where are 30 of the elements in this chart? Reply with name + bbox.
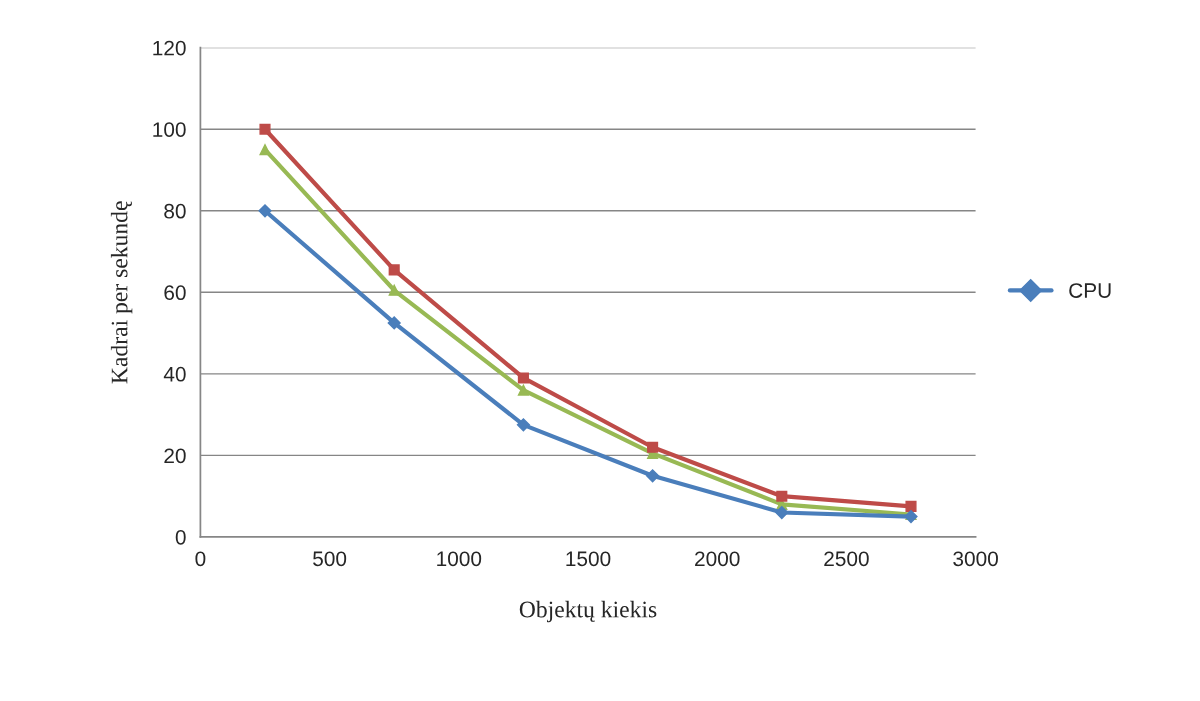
x-tick-label: 2000 [695, 551, 740, 567]
point [258, 204, 272, 218]
point [517, 372, 529, 384]
x-tick-label: 1500 [566, 551, 611, 567]
x-tick-label: 0 [195, 551, 206, 567]
y-tick-label: 120 [153, 40, 186, 56]
y-tick-label: 40 [163, 366, 186, 382]
point [259, 123, 271, 135]
y-tick-label: 100 [153, 122, 186, 137]
point [775, 505, 789, 520]
point [259, 144, 271, 156]
point [517, 384, 529, 396]
point [647, 441, 659, 453]
point [387, 316, 401, 330]
point [516, 418, 530, 432]
x-tick-label: 2500 [824, 551, 869, 567]
point [776, 490, 788, 502]
x-tick-label: 3000 [953, 551, 998, 567]
y-tick-label: 80 [164, 203, 186, 219]
x-tick-label: 1000 [437, 551, 482, 567]
y-tick-label: 60 [164, 285, 186, 301]
y-tick-label: 0 [175, 529, 186, 545]
legend-label: CPU [1069, 283, 1111, 298]
x-tick-label: 500 [313, 551, 347, 567]
point [646, 469, 660, 483]
x-axis-title: Objektų kiekis [519, 600, 657, 623]
y-tick-label: 20 [164, 448, 186, 464]
point [388, 264, 400, 276]
point [905, 500, 917, 512]
y-axis-title: Kadrai per sekundę [110, 201, 133, 384]
